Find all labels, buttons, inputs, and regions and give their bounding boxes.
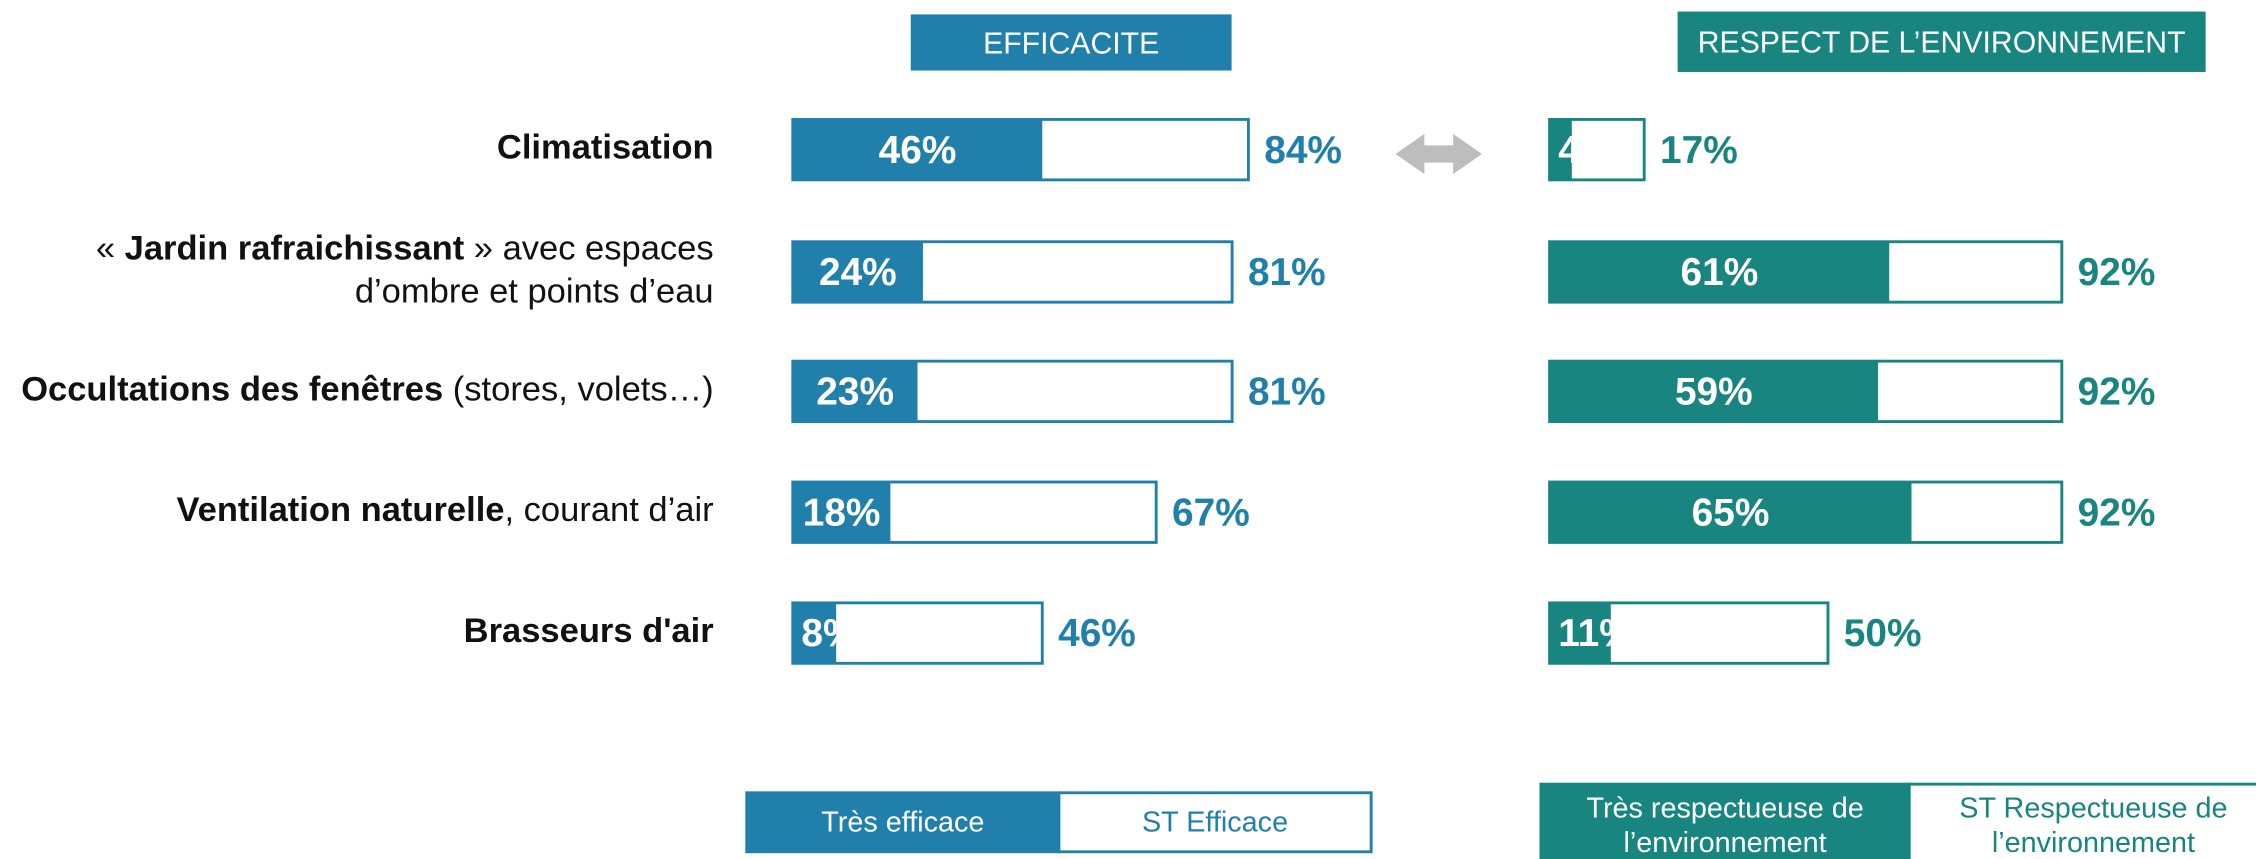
- category-text: (stores, volets…): [443, 370, 713, 408]
- bar-fill: [792, 119, 1043, 180]
- bar-total-label: 17%: [1660, 129, 1738, 172]
- category-text: Occultations des fenêtres: [21, 370, 443, 408]
- bar-fill: [1549, 241, 1890, 303]
- bar-fill-label: 11%: [1558, 612, 1634, 655]
- legend-label: ST Efficace: [1141, 806, 1289, 839]
- bar-fill: [1549, 602, 1611, 664]
- legend-item: ST Efficace: [1141, 806, 1289, 839]
- bar-fill: [1549, 482, 1912, 543]
- legend-item: ST Respectueuse de l’environnement: [1959, 792, 2228, 859]
- bar-total-label: 50%: [1844, 612, 1922, 655]
- bar-total-label: 92%: [2078, 371, 2156, 414]
- bar-total-label: 81%: [1248, 251, 1326, 294]
- panel-title-box: [1677, 11, 2206, 72]
- legend-label: Très respectueuse de l’environnement: [1586, 792, 1864, 859]
- legend-box: [1907, 782, 2256, 859]
- bar-fill-label: 23%: [816, 371, 894, 414]
- category-label: Brasseurs d'air: [464, 612, 714, 650]
- category-label: Climatisation: [497, 129, 714, 167]
- bar-fill: [1549, 361, 1879, 422]
- bar-fill-label: 59%: [1675, 371, 1753, 414]
- bar-total-label: 46%: [1058, 612, 1136, 655]
- category-text: Brasseurs d'air: [464, 612, 714, 650]
- category-text: «: [96, 229, 125, 267]
- legend-item: Très efficace: [821, 806, 985, 839]
- legend-box: [745, 791, 1061, 854]
- bar-total-label: 81%: [1248, 371, 1326, 414]
- bar-total-label: 92%: [2078, 491, 2156, 534]
- bar-fill-label: 65%: [1692, 491, 1770, 534]
- bar-fill: [792, 602, 837, 664]
- panel-title: EFFICACITE: [983, 27, 1159, 60]
- panel-title-box: [910, 14, 1232, 71]
- category-label: Ventilation naturelle, courant d’air: [177, 491, 714, 529]
- bar-fill-label: 46%: [879, 129, 957, 172]
- bar-total-label: 67%: [1172, 491, 1250, 534]
- legend-box: [1539, 782, 1911, 859]
- bar-fill-label: 24%: [819, 251, 897, 294]
- legend-box: [1057, 791, 1373, 854]
- bar-fill: [792, 482, 891, 543]
- bar-fill: [792, 361, 918, 422]
- category-text: Jardin rafraichissant: [125, 229, 465, 267]
- legend-label: ST Respectueuse de l’environnement: [1959, 792, 2228, 859]
- bar-fill-label: 8%: [801, 612, 857, 655]
- category-label: d’ombre et points d’eau: [355, 273, 714, 311]
- category-text: d’ombre et points d’eau: [355, 273, 714, 311]
- legend-item: Très respectueuse de l’environnement: [1586, 792, 1864, 859]
- bar-fill: [1549, 119, 1572, 180]
- bar-fill-label: 61%: [1681, 251, 1759, 294]
- category-text: Ventilation naturelle: [177, 491, 505, 529]
- category-text: , courant d’air: [505, 491, 714, 529]
- bar-fill: [792, 241, 923, 303]
- bar-fill-label: 18%: [803, 491, 881, 534]
- category-label: Occultations des fenêtres (stores, volet…: [21, 370, 713, 408]
- legend-label: Très efficace: [821, 806, 985, 839]
- bar-fill-label: 4%: [1558, 129, 1614, 172]
- panel-title: RESPECT DE L’ENVIRONNEMENT: [1698, 27, 2186, 60]
- double-arrow: [1395, 133, 1482, 175]
- category-text: Climatisation: [497, 129, 714, 167]
- bar-total-label: 92%: [2078, 251, 2156, 294]
- bar-total-label: 84%: [1264, 129, 1342, 172]
- category-text: » avec espaces: [464, 229, 713, 267]
- category-label: « Jardin rafraichissant » avec espaces: [96, 229, 714, 267]
